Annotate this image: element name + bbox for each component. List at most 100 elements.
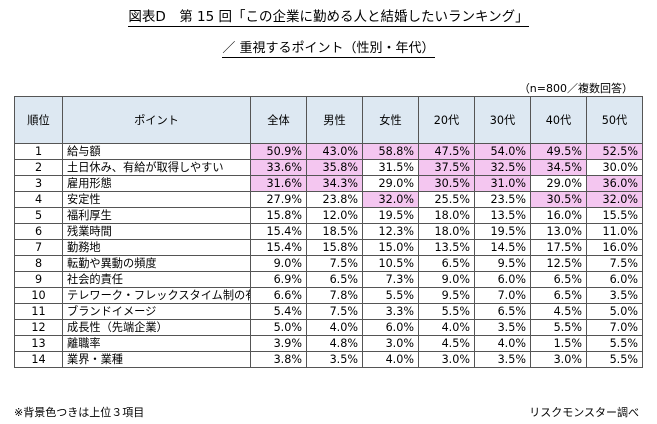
rank-cell: 8 [14, 255, 63, 272]
point-cell: 離職率 [62, 335, 251, 352]
value-cell: 58.8% [362, 143, 419, 160]
table-row: 11 ブランドイメージ 5.4% 7.5% 3.3% 5.5% 6.5% 4.5% 5.0% [14, 303, 643, 320]
value-cell: 15.0% [362, 239, 419, 256]
value-cell: 7.3% [362, 271, 419, 288]
value-cell: 32.5% [474, 159, 531, 176]
chart-title: 図表D 第 15 回「この企業に勤める人と結婚したいランキング」 [0, 5, 657, 27]
rank-cell: 9 [14, 271, 63, 288]
value-cell: 9.0% [418, 271, 475, 288]
table-row: 1 給与額 50.9% 43.0% 58.8% 47.5% 54.0% 49.5% 52.5% [14, 143, 643, 160]
value-cell: 3.5% [474, 351, 531, 368]
value-cell: 4.5% [530, 303, 587, 320]
table-row: 2 土日休み、有給が取得しやすい 33.6% 35.8% 31.5% 37.5% 32.5%… [14, 159, 643, 176]
table-row: 9 社会的責任 6.9% 6.5% 7.3% 9.0% 6.0% 6.5% 6.0% [14, 271, 643, 288]
value-cell: 7.5% [306, 255, 363, 272]
value-cell: 30.5% [418, 175, 475, 192]
rank-cell: 10 [14, 287, 63, 304]
value-cell: 9.5% [474, 255, 531, 272]
value-cell: 12.5% [530, 255, 587, 272]
value-cell: 3.8% [250, 351, 307, 368]
value-cell: 7.5% [306, 303, 363, 320]
table-body: 1 給与額 50.9% 43.0% 58.8% 47.5% 54.0% 49.5% 52.5% 2… [14, 143, 643, 368]
value-cell: 6.9% [250, 271, 307, 288]
value-cell: 19.5% [474, 223, 531, 240]
value-cell: 18.0% [418, 207, 475, 224]
value-cell: 3.0% [530, 351, 587, 368]
value-cell: 31.0% [474, 175, 531, 192]
value-cell: 4.0% [474, 335, 531, 352]
value-cell: 3.5% [474, 319, 531, 336]
point-cell: テレワーク・フレックスタイム制の有無 [62, 287, 251, 304]
value-cell: 7.5% [586, 255, 643, 272]
value-cell: 11.0% [586, 223, 643, 240]
table-row: 14 業界・業種 3.8% 3.5% 4.0% 3.0% 3.5% 3.0% 5.5% [14, 351, 643, 368]
value-cell: 15.8% [250, 207, 307, 224]
value-cell: 6.6% [250, 287, 307, 304]
table-header: 順位 ポイント 全体 男性 女性 20代 30代 40代 50代 [14, 96, 643, 144]
value-cell: 32.0% [586, 191, 643, 208]
value-cell: 27.9% [250, 191, 307, 208]
rank-cell: 4 [14, 191, 63, 208]
point-cell: ブランドイメージ [62, 303, 251, 320]
value-cell: 12.0% [306, 207, 363, 224]
value-cell: 5.4% [250, 303, 307, 320]
chart-title-text: 図表D 第 15 回「この企業に勤める人と結婚したいランキング」 [128, 5, 529, 27]
table-row: 4 安定性 27.9% 23.8% 32.0% 25.5% 23.5% 30.5% 32.0% [14, 191, 643, 208]
value-cell: 32.0% [362, 191, 419, 208]
rank-cell: 12 [14, 319, 63, 336]
value-cell: 7.8% [306, 287, 363, 304]
rank-cell: 11 [14, 303, 63, 320]
table-row: 8 転勤や異動の頻度 9.0% 7.5% 10.5% 6.5% 9.5% 12.5% 7.5% [14, 255, 643, 272]
point-cell: 転勤や異動の頻度 [62, 255, 251, 272]
table-row: 13 離職率 3.9% 4.8% 3.0% 4.5% 4.0% 1.5% 5.5% [14, 335, 643, 352]
rank-cell: 14 [14, 351, 63, 368]
value-cell: 5.0% [250, 319, 307, 336]
column-header: ポイント [62, 96, 251, 144]
value-cell: 6.5% [530, 287, 587, 304]
value-cell: 23.8% [306, 191, 363, 208]
value-cell: 50.9% [250, 143, 307, 160]
chart-subtitle-text: ／ 重視するポイント（性別・年代） [222, 37, 435, 58]
value-cell: 19.5% [362, 207, 419, 224]
value-cell: 5.5% [586, 351, 643, 368]
value-cell: 9.0% [250, 255, 307, 272]
rank-cell: 3 [14, 175, 63, 192]
value-cell: 29.0% [362, 175, 419, 192]
value-cell: 3.5% [586, 287, 643, 304]
value-cell: 3.0% [418, 351, 475, 368]
point-cell: 安定性 [62, 191, 251, 208]
column-header: 20代 [418, 96, 475, 144]
value-cell: 52.5% [586, 143, 643, 160]
value-cell: 54.0% [474, 143, 531, 160]
value-cell: 43.0% [306, 143, 363, 160]
value-cell: 4.0% [362, 351, 419, 368]
rank-cell: 2 [14, 159, 63, 176]
value-cell: 5.5% [530, 319, 587, 336]
point-cell: 残業時間 [62, 223, 251, 240]
point-cell: 土日休み、有給が取得しやすい [62, 159, 251, 176]
value-cell: 3.9% [250, 335, 307, 352]
value-cell: 49.5% [530, 143, 587, 160]
ranking-table: 順位 ポイント 全体 男性 女性 20代 30代 40代 50代 1 給与額 50.9% 43.0% 5… [14, 96, 643, 368]
value-cell: 7.0% [586, 319, 643, 336]
header-row: 順位 ポイント 全体 男性 女性 20代 30代 40代 50代 [14, 96, 643, 144]
value-cell: 34.3% [306, 175, 363, 192]
value-cell: 13.5% [474, 207, 531, 224]
value-cell: 23.5% [474, 191, 531, 208]
value-cell: 9.5% [418, 287, 475, 304]
value-cell: 34.5% [530, 159, 587, 176]
value-cell: 16.0% [586, 239, 643, 256]
value-cell: 30.5% [530, 191, 587, 208]
table-row: 5 福利厚生 15.8% 12.0% 19.5% 18.0% 13.5% 16.0% 15.5% [14, 207, 643, 224]
column-header: 30代 [474, 96, 531, 144]
footnote: ※背景色つきは上位３項目 [14, 406, 145, 419]
value-cell: 3.3% [362, 303, 419, 320]
value-cell: 6.5% [474, 303, 531, 320]
value-cell: 37.5% [418, 159, 475, 176]
table-row: 12 成長性（先端企業） 5.0% 4.0% 6.0% 4.0% 3.5% 5.5% 7.0% [14, 319, 643, 336]
value-cell: 5.0% [586, 303, 643, 320]
value-cell: 13.5% [418, 239, 475, 256]
source-note: リスクモンスター調べ [529, 406, 639, 419]
value-cell: 33.6% [250, 159, 307, 176]
value-cell: 6.5% [418, 255, 475, 272]
